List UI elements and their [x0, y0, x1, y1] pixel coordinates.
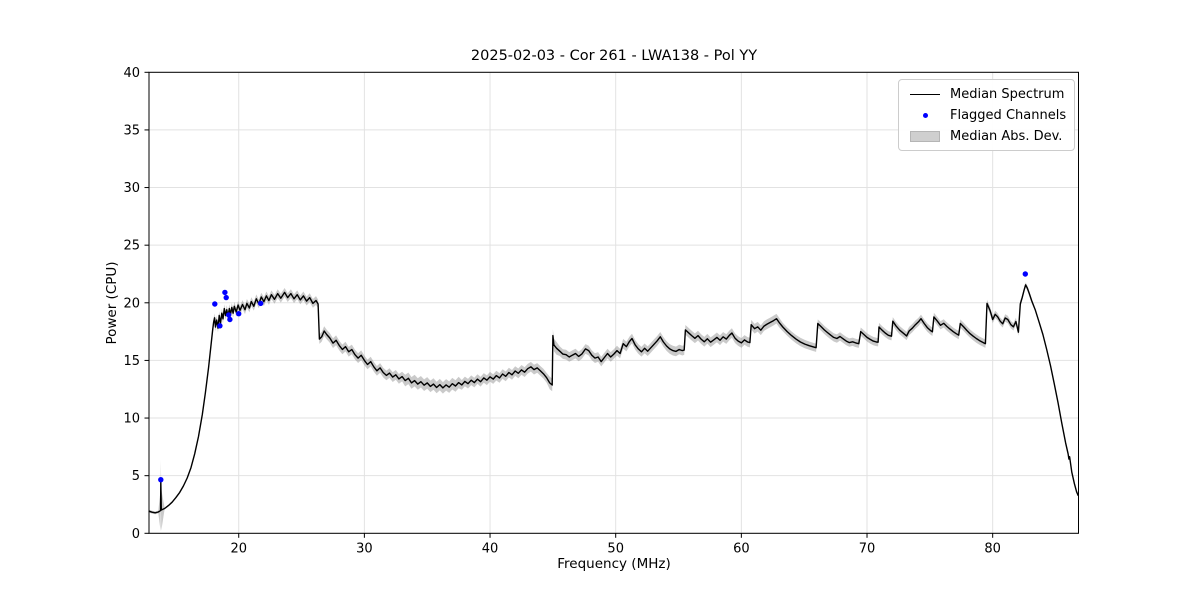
mad-band: [149, 282, 1079, 532]
x-tick-label: 20: [230, 541, 247, 556]
flagged-channel-dot: [158, 477, 164, 483]
legend-item-median-abs-dev: Median Abs. Dev.: [908, 127, 1065, 145]
x-tick-label: 80: [984, 541, 1001, 556]
median-spectrum-line: [148, 284, 1079, 514]
x-tick-label: 70: [859, 541, 876, 556]
y-tick-label: 5: [132, 469, 140, 484]
legend-item-median-spectrum: Median Spectrum: [908, 85, 1065, 103]
flagged-channel-dot: [1022, 271, 1028, 277]
y-tick-label: 15: [123, 354, 140, 369]
flagged-channel-dot: [226, 312, 232, 318]
flagged-channel-dot: [217, 323, 223, 329]
plot-title: 2025-02-03 - Cor 261 - LWA138 - Pol YY: [470, 48, 758, 64]
x-tick-label: 50: [607, 541, 624, 556]
legend-swatch-box: [908, 112, 942, 118]
y-tick-label: 35: [123, 123, 140, 138]
y-tick-label: 10: [123, 412, 140, 427]
median-spectrum-line-icon: [910, 93, 940, 95]
x-tick-label: 40: [482, 541, 499, 556]
y-tick-label: 30: [123, 181, 140, 196]
legend-swatch-box: [908, 93, 942, 95]
legend-item-flagged-channels: Flagged Channels: [908, 106, 1067, 124]
flagged-channel-dot-icon: [922, 112, 928, 118]
legend-label-flagged-channels: Flagged Channels: [950, 107, 1067, 123]
y-axis-label: Power (CPU): [104, 261, 120, 345]
y-tick-label: 40: [123, 66, 140, 81]
y-tick-label: 20: [123, 296, 140, 311]
flagged-channel-dot: [258, 300, 264, 307]
flagged-channel-dot: [222, 289, 228, 296]
flagged-channel-dot: [212, 301, 218, 307]
x-axis-label: Frequency (MHz): [557, 556, 671, 572]
x-tick-label: 30: [356, 541, 373, 556]
flagged-channel-dot: [236, 311, 242, 317]
legend-label-median-abs-dev: Median Abs. Dev.: [950, 128, 1063, 144]
legend-label-median-spectrum: Median Spectrum: [950, 86, 1065, 102]
y-tick-label: 0: [132, 527, 140, 542]
legend-swatch-box: [908, 130, 942, 142]
flagged-channel-dot: [227, 316, 233, 323]
legend: Median Spectrum Flagged Channels Median …: [898, 79, 1075, 151]
mad-band-patch-icon: [910, 130, 940, 142]
flagged-channel-dot: [223, 294, 229, 301]
x-tick-label: 60: [733, 541, 750, 556]
y-tick-label: 25: [123, 239, 140, 254]
